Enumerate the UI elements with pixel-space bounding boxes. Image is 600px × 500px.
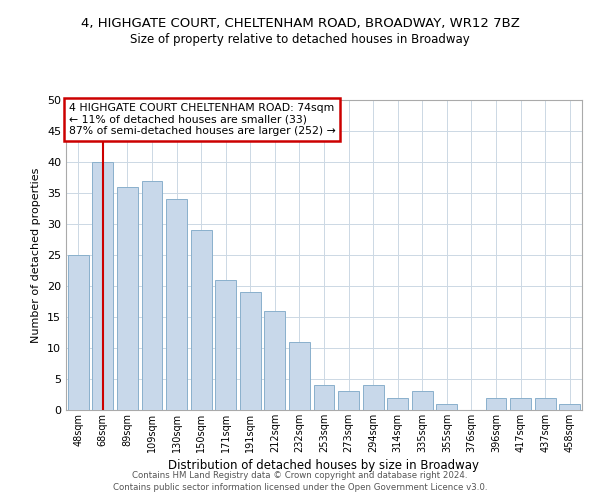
Text: 4 HIGHGATE COURT CHELTENHAM ROAD: 74sqm
← 11% of detached houses are smaller (33: 4 HIGHGATE COURT CHELTENHAM ROAD: 74sqm … bbox=[68, 103, 335, 136]
Bar bbox=[412, 392, 433, 410]
Bar bbox=[68, 255, 89, 410]
Bar bbox=[314, 385, 334, 410]
Bar bbox=[117, 187, 138, 410]
Y-axis label: Number of detached properties: Number of detached properties bbox=[31, 168, 41, 342]
Text: Size of property relative to detached houses in Broadway: Size of property relative to detached ho… bbox=[130, 32, 470, 46]
Bar bbox=[265, 311, 286, 410]
Bar bbox=[485, 398, 506, 410]
Bar bbox=[166, 199, 187, 410]
Bar bbox=[510, 398, 531, 410]
Text: Contains HM Land Registry data © Crown copyright and database right 2024.: Contains HM Land Registry data © Crown c… bbox=[132, 470, 468, 480]
Bar bbox=[535, 398, 556, 410]
Bar bbox=[362, 385, 383, 410]
X-axis label: Distribution of detached houses by size in Broadway: Distribution of detached houses by size … bbox=[169, 459, 479, 472]
Text: Contains public sector information licensed under the Open Government Licence v3: Contains public sector information licen… bbox=[113, 483, 487, 492]
Bar bbox=[338, 392, 359, 410]
Bar bbox=[142, 180, 163, 410]
Bar bbox=[215, 280, 236, 410]
Bar bbox=[559, 404, 580, 410]
Bar bbox=[387, 398, 408, 410]
Bar bbox=[240, 292, 261, 410]
Bar bbox=[436, 404, 457, 410]
Bar bbox=[191, 230, 212, 410]
Text: 4, HIGHGATE COURT, CHELTENHAM ROAD, BROADWAY, WR12 7BZ: 4, HIGHGATE COURT, CHELTENHAM ROAD, BROA… bbox=[80, 18, 520, 30]
Bar bbox=[92, 162, 113, 410]
Bar bbox=[289, 342, 310, 410]
